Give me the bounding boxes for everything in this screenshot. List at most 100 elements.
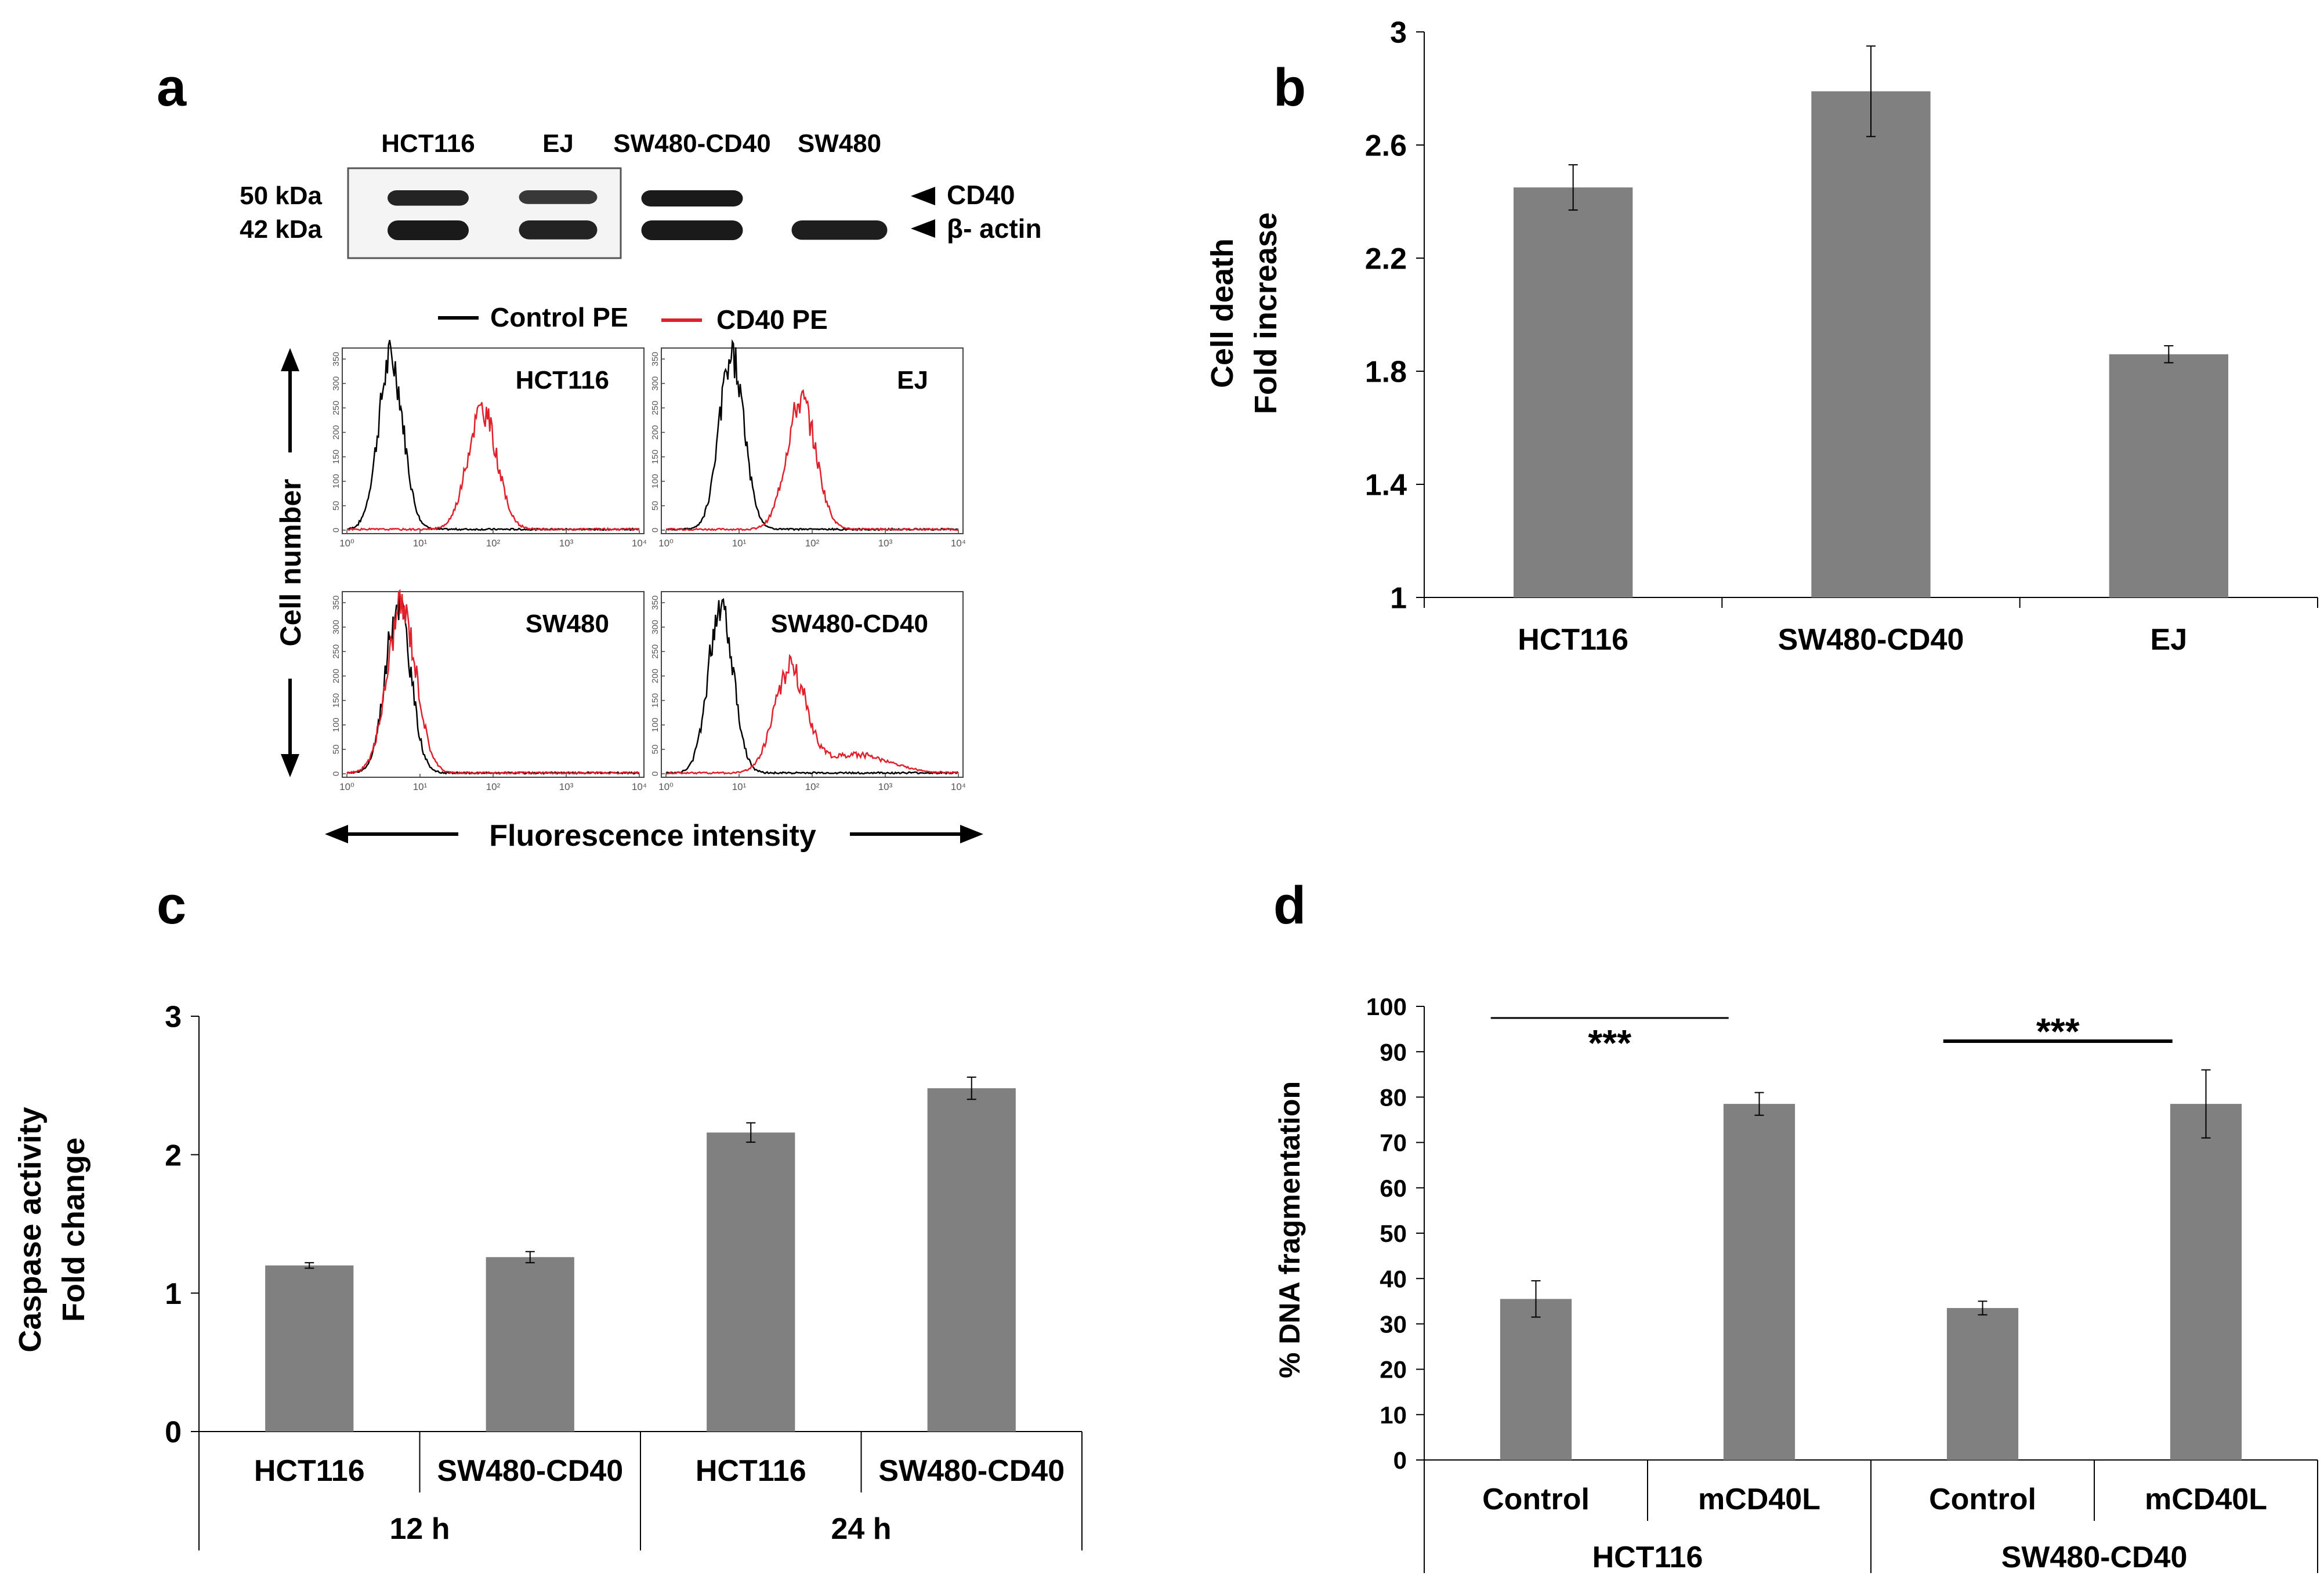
actin-band: [519, 220, 598, 240]
y-tick-label: 1.4: [1365, 469, 1407, 502]
histogram-ytick-label: 100: [650, 474, 660, 488]
y-tick-label: 60: [1380, 1175, 1407, 1202]
histogram-xtick-label: 10⁰: [339, 538, 354, 549]
panel-label-b: b: [1273, 58, 1306, 117]
histogram-ytick-label: 250: [331, 644, 341, 659]
histogram-ytick-label: 50: [331, 745, 341, 755]
histogram-label: EJ: [897, 366, 928, 394]
histogram-xtick-label: 10²: [805, 538, 820, 549]
significance-label: ***: [2036, 1010, 2080, 1052]
significance-label: ***: [1588, 1022, 1631, 1064]
histogram-ytick-label: 200: [650, 425, 660, 440]
arrowhead-up-icon: [281, 348, 299, 371]
histogram-ytick-label: 300: [331, 620, 341, 635]
histogram-ytick-label: 0: [650, 771, 660, 776]
histogram-ytick-label: 350: [650, 352, 660, 366]
histogram-xtick-label: 10²: [486, 538, 501, 549]
panel-label-c: c: [157, 876, 186, 935]
histogram-ytick-label: 0: [650, 528, 660, 532]
histogram-ytick-label: 150: [331, 450, 341, 464]
histogram-ej: EJ 0 50 100 150 200 250 300 350 10⁰ 10¹ 10² 10³ 10⁴: [650, 339, 966, 549]
histogram-hct116: HCT116 0 50 100 150 200 250 300 350 10⁰ 10¹ 10² 10³ 1…: [331, 340, 647, 549]
histogram-ytick-label: 200: [331, 669, 341, 683]
x-group-label: 12 h: [389, 1512, 450, 1546]
x-group-label: SW480-CD40: [2001, 1541, 2188, 1574]
bar: [486, 1257, 574, 1432]
histogram-ytick-label: 250: [331, 401, 341, 415]
panel-d-dna-fragmentation-chart: 0 10 20 30 40 50 60 70 80 90 100 Control mCD40L Contr…: [1366, 993, 2318, 1574]
y-tick-label: 80: [1380, 1084, 1407, 1111]
flow-histograms: HCT116 0 50 100 150 200 250 300 350 10⁰ 10¹ 10² 10³ 1…: [331, 339, 966, 792]
histogram-ytick-label: 150: [331, 693, 341, 708]
y-tick-label: 1: [165, 1277, 182, 1311]
cd40-pe-curve: [665, 654, 959, 775]
histogram-frame: [661, 347, 964, 534]
histogram-xtick-label: 10³: [878, 538, 893, 549]
control-pe-curve: [346, 340, 639, 532]
lane-label-sw480: SW480: [798, 129, 881, 158]
histogram-xtick-label: 10²: [486, 781, 501, 792]
y-tick-label: 2.6: [1365, 129, 1407, 163]
y-tick-label: 2: [165, 1139, 182, 1172]
cd40-band: [388, 190, 469, 206]
y-tick-label: 1.8: [1365, 356, 1407, 389]
histogram-xtick-label: 10⁴: [632, 781, 647, 792]
bar: [265, 1265, 354, 1432]
histogram-xtick-label: 10⁴: [951, 781, 966, 792]
legend-control-label: Control PE: [490, 302, 628, 332]
y-tick-label: 100: [1366, 993, 1407, 1020]
bar: [1723, 1104, 1796, 1460]
x-category-label: Control: [1482, 1483, 1590, 1516]
cd40-band: [519, 190, 598, 204]
y-tick-label: 3: [1390, 16, 1407, 50]
histogram-ytick-label: 300: [650, 620, 660, 635]
arrowhead-right-icon: [960, 825, 983, 843]
histogram-xtick-label: 10¹: [732, 781, 747, 792]
western-blot: HCT116 EJ SW480-CD40 SW480 50 kDa 42 kDa…: [240, 129, 1042, 259]
histogram-y-annotation: Cell number: [274, 348, 307, 777]
bar: [2170, 1104, 2242, 1460]
panel-c-ylabel-line2: Fold change: [56, 1137, 91, 1322]
histogram-xtick-label: 10³: [878, 781, 893, 792]
histogram-ytick-label: 350: [331, 352, 341, 366]
histogram-ytick-label: 100: [650, 718, 660, 732]
histogram-ytick-label: 350: [650, 595, 660, 610]
histogram-x-annotation: Fluorescence intensity: [325, 819, 983, 853]
histogram-ytick-label: 150: [650, 450, 660, 464]
histogram-label: HCT116: [516, 366, 609, 394]
marker-42kda: 42 kDa: [240, 215, 322, 244]
x-group-label: 24 h: [831, 1512, 891, 1546]
bar: [1500, 1299, 1572, 1460]
histogram-ytick-label: 0: [331, 771, 341, 776]
panel-b-ylabel-line2: Fold increase: [1248, 212, 1283, 414]
histogram-sw480-cd40: SW480-CD40 0 50 100 150 200 250 300 350 10⁰ 10¹ 10²…: [650, 591, 966, 792]
cd40-pe-curve: [665, 389, 959, 531]
panel-b-cell-death-chart: 1 1.4 1.8 2.2 2.6 3 HCT116 SW480-CD40 EJ: [1365, 16, 2318, 657]
bar: [1514, 187, 1633, 597]
panel-c-ylabel-line1: Caspase activity: [13, 1107, 48, 1352]
histogram-xtick-label: 10⁴: [632, 538, 647, 549]
x-category-label: HCT116: [696, 1454, 806, 1488]
bar: [1811, 91, 1931, 597]
panel-label-d: d: [1273, 876, 1306, 935]
histogram-xtick-label: 10³: [559, 538, 574, 549]
histogram-ytick-label: 250: [650, 644, 660, 659]
panel-c-caspase-chart: 0 1 2 3 HCT116 SW480-CD40 HCT116 SW480-CD40 12 h…: [165, 1001, 1083, 1550]
histogram-ytick-label: 350: [331, 595, 341, 610]
histogram-ytick-label: 200: [331, 425, 341, 440]
y-tick-label: 0: [1393, 1447, 1407, 1474]
lane-label-hct116: HCT116: [381, 129, 475, 158]
blot-membrane: [347, 167, 622, 259]
band-label-actin: β- actin: [947, 213, 1042, 244]
x-category-label: HCT116: [1518, 623, 1628, 657]
y-tick-label: 40: [1380, 1265, 1407, 1292]
histogram-ytick-label: 150: [650, 693, 660, 708]
y-tick-label: 3: [165, 1001, 182, 1034]
histogram-xtick-label: 10⁰: [658, 781, 674, 792]
bar: [927, 1088, 1016, 1432]
histogram-ytick-label: 250: [650, 401, 660, 415]
panel-a: HCT116 EJ SW480-CD40 SW480 50 kDa 42 kDa…: [240, 129, 1041, 853]
histogram-label: SW480: [526, 610, 609, 638]
y-tick-label: 70: [1380, 1129, 1407, 1157]
